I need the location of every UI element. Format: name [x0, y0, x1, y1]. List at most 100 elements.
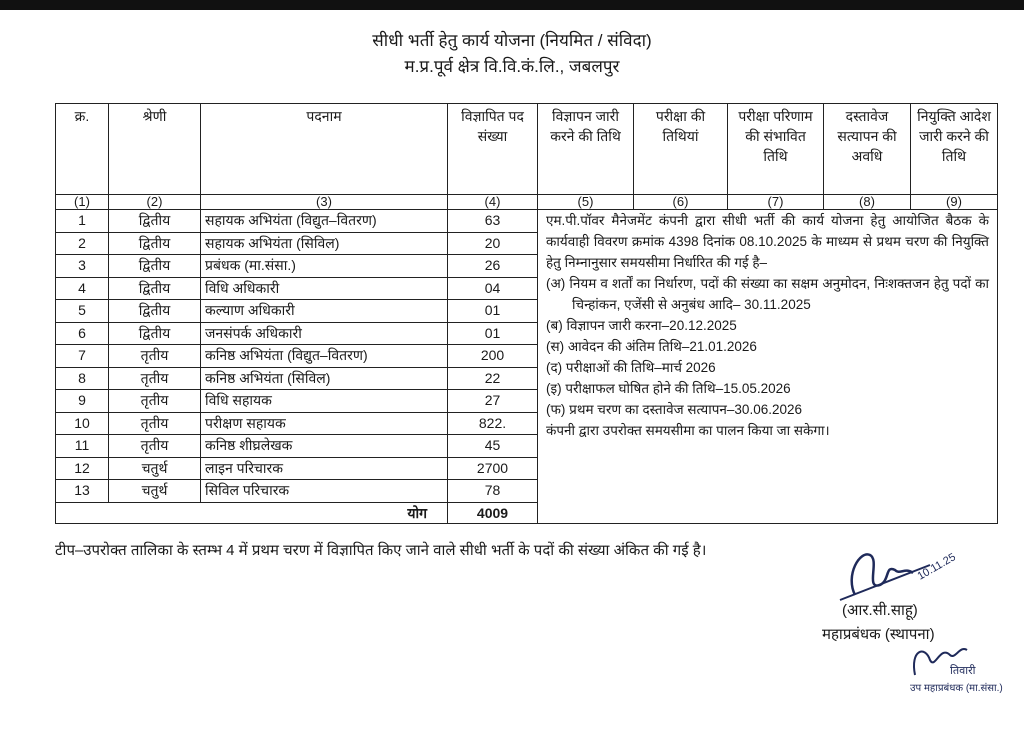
category-cell: द्वितीय — [108, 231, 201, 255]
column-header: विज्ञापित पद संख्या — [447, 103, 538, 195]
note-closing: कंपनी द्वारा उपरोक्त समयसीमा का पालन किय… — [546, 423, 830, 438]
category-cell: चतुर्थ — [108, 479, 201, 503]
column-number: (6) — [633, 194, 728, 210]
category-cell: द्वितीय — [108, 254, 201, 278]
note-intro: एम.पी.पॉवर मैनेजमेंट कंपनी द्वारा सीधी भ… — [546, 213, 989, 270]
column-header: विज्ञापन जारी करने की तिथि — [537, 103, 634, 195]
timeline-note: एम.पी.पॉवर मैनेजमेंट कंपनी द्वारा सीधी भ… — [537, 209, 998, 524]
category-cell: तृतीय — [108, 344, 201, 368]
table-row: 11 तृतीय कनिष्ठ शीघ्रलेखक 45 — [55, 434, 998, 458]
post-name-cell: कल्याण अधिकारी — [200, 299, 448, 323]
total-row: योग 4009 — [55, 501, 998, 524]
table-row: 7 तृतीय कनिष्ठ अभियंता (विद्युत–वितरण) 200 — [55, 344, 998, 368]
post-name-cell: सहायक अभियंता (विद्युत–वितरण) — [200, 209, 448, 233]
column-header: श्रेणी — [108, 103, 201, 195]
note-item: (स) आवेदन की अंतिम तिथि–21.01.2026 — [546, 339, 757, 354]
post-name-cell: कनिष्ठ अभियंता (विद्युत–वितरण) — [200, 344, 448, 368]
table-row: 2 द्वितीय सहायक अभियंता (सिविल) 20 — [55, 231, 998, 255]
post-name-cell: परीक्षण सहायक — [200, 411, 448, 435]
note-item: (ब) विज्ञापन जारी करना–20.12.2025 — [546, 318, 737, 333]
serial-cell: 5 — [55, 299, 109, 323]
category-cell: तृतीय — [108, 411, 201, 435]
post-count-cell: 01 — [447, 321, 538, 345]
category-cell: तृतीय — [108, 389, 201, 413]
post-count-cell: 78 — [447, 479, 538, 503]
post-name-cell: विधि सहायक — [200, 389, 448, 413]
serial-cell: 10 — [55, 411, 109, 435]
column-header: परीक्षा परिणाम की संभावित तिथि — [727, 103, 824, 195]
category-cell: द्वितीय — [108, 321, 201, 345]
signatory-name: (आर.सी.साहू) — [842, 602, 918, 619]
table-row: 6 द्वितीय जनसंपर्क अधिकारी 01 — [55, 321, 998, 345]
category-cell: द्वितीय — [108, 209, 201, 233]
column-number: (7) — [727, 194, 824, 210]
post-name-cell: विधि अधिकारी — [200, 276, 448, 300]
serial-cell: 2 — [55, 231, 109, 255]
serial-cell: 9 — [55, 389, 109, 413]
post-count-cell: 822. — [447, 411, 538, 435]
footnote: टीप–उपरोक्त तालिका के स्तम्भ 4 में प्रथम… — [55, 542, 707, 559]
post-name-cell: सहायक अभियंता (सिविल) — [200, 231, 448, 255]
second-signature-image — [913, 647, 968, 676]
post-count-cell: 45 — [447, 434, 538, 458]
total-value: 4009 — [447, 501, 538, 524]
column-number: (2) — [108, 194, 201, 210]
post-count-cell: 2700 — [447, 456, 538, 480]
signature-date: 10.11.25 — [916, 551, 956, 582]
column-header: नियुक्ति आदेश जारी करने की तिथि — [910, 103, 998, 195]
post-count-cell: 04 — [447, 276, 538, 300]
note-item: (इ) परीक्षाफल घोषित होने की तिथि–15.05.2… — [546, 381, 791, 396]
recruitment-table: क्र. श्रेणी पदनाम विज्ञापित पद संख्या विज्ञा… — [55, 103, 998, 524]
column-number: (8) — [823, 194, 911, 210]
post-count-cell: 20 — [447, 231, 538, 255]
table-row: 1 द्वितीय सहायक अभियंता (विद्युत–वितरण) 63 ए… — [55, 209, 998, 524]
column-number-row: (1) (2) (3) (4) (5) (6) (7) (8) (9) — [55, 194, 998, 210]
column-number: (9) — [910, 194, 998, 210]
serial-cell: 3 — [55, 254, 109, 278]
serial-cell: 1 — [55, 209, 109, 233]
serial-cell: 8 — [55, 366, 109, 390]
table-row: 5 द्वितीय कल्याण अधिकारी 01 — [55, 299, 998, 323]
column-header: पदनाम — [200, 103, 448, 195]
post-name-cell: जनसंपर्क अधिकारी — [200, 321, 448, 345]
note-item: (अ) नियम व शर्तों का निर्धारण, पदों की स… — [546, 276, 989, 312]
column-number: (5) — [537, 194, 634, 210]
post-count-cell: 01 — [447, 299, 538, 323]
category-cell: तृतीय — [108, 366, 201, 390]
note-item: (फ) प्रथम चरण का दस्तावेज सत्यापन–30.06.… — [546, 402, 802, 417]
post-name-cell: लाइन परिचारक — [200, 456, 448, 480]
post-name-cell: कनिष्ठ शीघ्रलेखक — [200, 434, 448, 458]
serial-cell: 12 — [55, 456, 109, 480]
column-number: (4) — [447, 194, 538, 210]
category-cell: द्वितीय — [108, 276, 201, 300]
serial-cell: 11 — [55, 434, 109, 458]
table-row: 9 तृतीय विधि सहायक 27 — [55, 389, 998, 413]
document-subtitle: म.प्र.पूर्व क्षेत्र वि.वि.कं.लि., जबलपुर — [404, 57, 620, 76]
post-count-cell: 200 — [447, 344, 538, 368]
post-name-cell: प्रबंधक (मा.संसा.) — [200, 254, 448, 278]
serial-cell: 6 — [55, 321, 109, 345]
header-row: क्र. श्रेणी पदनाम विज्ञापित पद संख्या विज्ञा… — [55, 103, 998, 195]
serial-cell: 4 — [55, 276, 109, 300]
category-cell: तृतीय — [108, 434, 201, 458]
post-count-cell: 27 — [447, 389, 538, 413]
document-title: सीधी भर्ती हेतु कार्य योजना (नियमित / सं… — [372, 31, 652, 50]
table-row: 10 तृतीय परीक्षण सहायक 822. — [55, 411, 998, 435]
note-item: (द) परीक्षाओं की तिथि–मार्च 2026 — [546, 360, 716, 375]
post-count-cell: 22 — [447, 366, 538, 390]
second-signatory-name: तिवारी — [950, 665, 976, 677]
post-name-cell: सिविल परिचारक — [200, 479, 448, 503]
column-header: क्र. — [55, 103, 109, 195]
column-number: (1) — [55, 194, 109, 210]
signature-image: 10.11.25 — [839, 551, 956, 601]
post-name-cell: कनिष्ठ अभियंता (सिविल) — [200, 366, 448, 390]
top-bar — [0, 0, 1024, 10]
column-header: परीक्षा की तिथियां — [633, 103, 728, 195]
second-signatory-designation: उप महाप्रबंधक (मा.संसा.) — [910, 683, 1003, 694]
column-number: (3) — [200, 194, 448, 210]
category-cell: द्वितीय — [108, 299, 201, 323]
total-label: योग — [55, 501, 448, 524]
post-count-cell: 63 — [447, 209, 538, 233]
column-header: दस्तावेज सत्यापन की अवधि — [823, 103, 911, 195]
table-row: 8 तृतीय कनिष्ठ अभियंता (सिविल) 22 — [55, 366, 998, 390]
